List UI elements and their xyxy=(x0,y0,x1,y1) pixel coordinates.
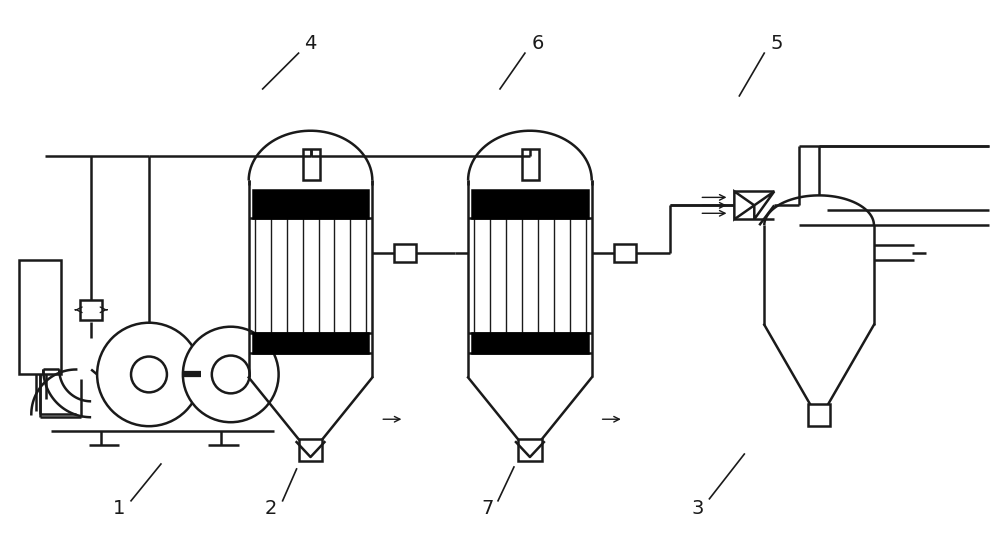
Bar xyxy=(299,439,322,461)
Text: 3: 3 xyxy=(691,500,704,518)
Circle shape xyxy=(131,356,167,393)
Bar xyxy=(472,333,588,353)
Text: 2: 2 xyxy=(264,500,277,518)
Bar xyxy=(394,244,416,262)
Circle shape xyxy=(183,327,279,422)
Text: 5: 5 xyxy=(771,33,783,53)
Bar xyxy=(472,191,588,218)
Bar xyxy=(808,404,830,426)
Circle shape xyxy=(212,355,250,393)
Text: 6: 6 xyxy=(532,33,544,53)
Text: 7: 7 xyxy=(482,500,494,518)
Bar xyxy=(253,333,368,353)
Bar xyxy=(253,191,368,218)
Text: 4: 4 xyxy=(304,33,317,53)
Bar xyxy=(80,300,102,320)
Polygon shape xyxy=(754,191,774,219)
Bar xyxy=(522,148,539,180)
Bar xyxy=(614,244,636,262)
Bar xyxy=(19,260,61,374)
Text: 1: 1 xyxy=(113,500,125,518)
Bar xyxy=(518,439,542,461)
Polygon shape xyxy=(734,191,754,219)
Circle shape xyxy=(97,323,201,426)
Bar xyxy=(303,148,320,180)
